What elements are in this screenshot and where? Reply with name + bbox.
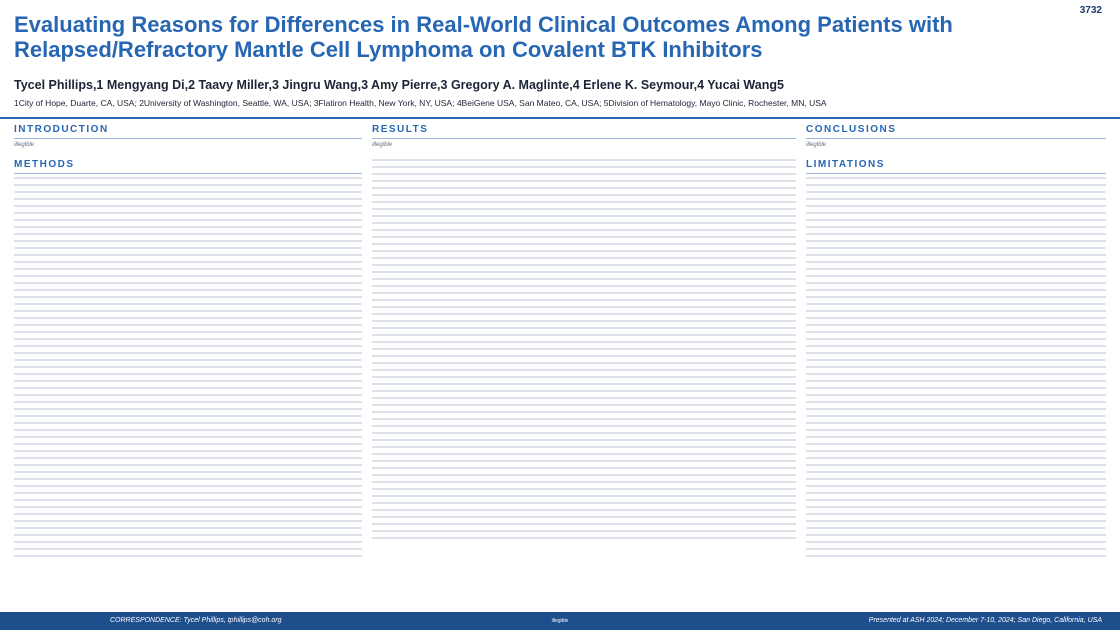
center-column-text-placeholder	[372, 159, 796, 539]
poster-number: 3732	[1079, 5, 1102, 16]
left-column-text-placeholder	[14, 177, 362, 557]
left-column: INTRODUCTION illegible METHODS	[14, 124, 362, 608]
center-column: RESULTS illegible	[372, 124, 796, 608]
conclusions-heading: CONCLUSIONS	[806, 124, 1106, 139]
results-heading: RESULTS	[372, 124, 796, 139]
right-column: CONCLUSIONS illegible LIMITATIONS	[806, 124, 1106, 608]
copyright-text: illegible	[551, 618, 569, 624]
right-column-body: illegible	[806, 142, 827, 148]
author-affiliations: 1City of Hope, Duarte, CA, USA; 2Univers…	[14, 98, 827, 108]
correspondence-text: CORRESPONDENCE: Tycel Phillips, tphillip…	[110, 617, 282, 624]
methods-heading: METHODS	[14, 159, 362, 174]
left-column-body: illegible	[14, 142, 35, 148]
author-list: Tycel Phillips,1 Mengyang Di,2 Taavy Mil…	[14, 78, 784, 92]
poster-title: Evaluating Reasons for Differences in Re…	[14, 12, 953, 62]
poster-header: 3732 Evaluating Reasons for Differences …	[0, 0, 1120, 118]
center-column-body: illegible	[372, 142, 393, 148]
footer-bar: CORRESPONDENCE: Tycel Phillips, tphillip…	[0, 612, 1120, 630]
header-divider	[0, 117, 1120, 119]
limitations-heading: LIMITATIONS	[806, 159, 1106, 174]
presented-at-text: Presented at ASH 2024; December 7-10, 20…	[868, 617, 1102, 624]
right-column-text-placeholder	[806, 177, 1106, 557]
introduction-heading: INTRODUCTION	[14, 124, 362, 139]
